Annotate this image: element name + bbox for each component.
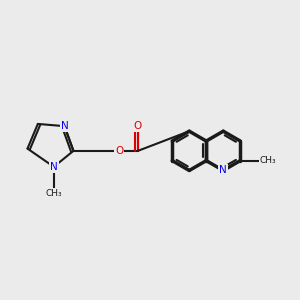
Text: CH₃: CH₃ bbox=[46, 189, 62, 198]
Text: O: O bbox=[134, 121, 142, 130]
Text: N: N bbox=[219, 166, 227, 176]
Text: N: N bbox=[50, 162, 58, 172]
Text: N: N bbox=[61, 121, 68, 131]
Text: CH₃: CH₃ bbox=[260, 156, 277, 165]
Text: O: O bbox=[115, 146, 123, 156]
